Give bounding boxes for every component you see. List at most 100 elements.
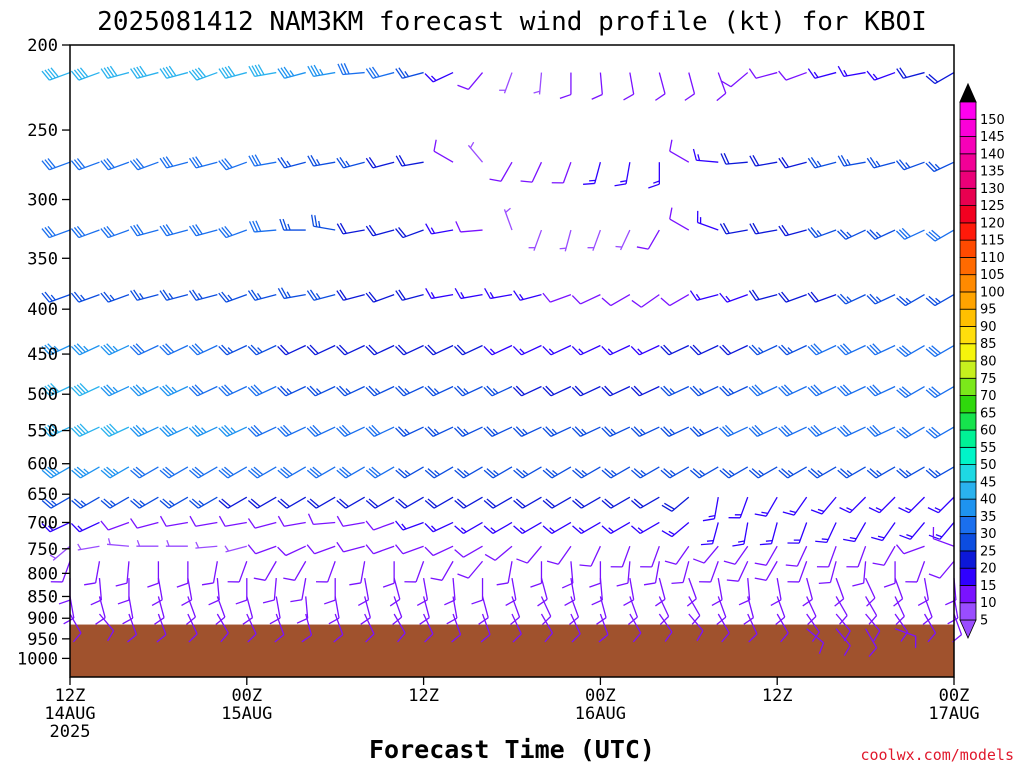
wind-barb (643, 561, 660, 586)
barb-feather (248, 155, 256, 167)
barb-shaft (432, 344, 454, 356)
barb-shaft (874, 294, 896, 305)
barb-shaft (167, 426, 189, 437)
barb-feather (162, 385, 172, 395)
wind-barb (483, 466, 513, 479)
barb-shaft (373, 294, 395, 303)
barb-shaft (305, 596, 309, 619)
barb-feather (247, 544, 257, 555)
wind-barb (242, 596, 254, 625)
barb-feather (139, 65, 147, 77)
barb-feather (247, 427, 257, 437)
wind-barb (130, 289, 159, 301)
barb-feather (896, 469, 906, 479)
wind-barb (95, 596, 106, 625)
barb-shaft (423, 613, 434, 635)
barb-half-feather (905, 162, 911, 168)
barb-shaft (717, 577, 723, 600)
colorbar-swatch (959, 498, 977, 517)
barb-shaft (431, 229, 454, 235)
barb-feather (280, 157, 289, 168)
barb-shaft (717, 72, 727, 94)
barb-feather (839, 293, 850, 304)
wind-barb (810, 496, 837, 515)
barb-shaft (580, 344, 601, 356)
wind-barb (630, 344, 660, 356)
barb-feather (129, 387, 139, 397)
wind-barb (865, 577, 876, 607)
barb-half-feather (47, 525, 54, 531)
x-tick-label: 2025 (50, 722, 91, 742)
barb-half-feather (758, 470, 765, 476)
barb-feather (931, 229, 941, 239)
barb-half-feather (816, 160, 822, 167)
barb-feather (135, 343, 145, 353)
barb-half-feather (765, 539, 773, 542)
wind-barb (130, 224, 159, 237)
barb-shaft (284, 161, 306, 169)
barb-feather (601, 525, 612, 534)
barb-feather (336, 346, 346, 356)
barb-feather (106, 158, 115, 168)
wind-barb (896, 67, 925, 79)
barb-feather (719, 427, 729, 437)
barb-shaft (815, 344, 837, 356)
barb-shaft (756, 426, 778, 437)
barb-feather (783, 424, 793, 435)
barb-feather (47, 158, 56, 168)
barb-feather (898, 159, 908, 170)
wind-barb (614, 162, 631, 187)
barb-feather (689, 469, 700, 479)
barb-feather (106, 343, 116, 353)
barb-shaft (136, 229, 159, 237)
barb-feather (311, 214, 315, 227)
barb-feather (895, 230, 906, 240)
wind-barb (484, 545, 513, 561)
wind-barb (631, 521, 660, 535)
barb-half-feather (706, 539, 714, 542)
barb-feather (783, 384, 793, 394)
wind-barb (837, 466, 866, 479)
barb-half-feather (460, 527, 467, 533)
barb-feather (723, 152, 730, 165)
wind-barb (454, 496, 483, 509)
wind-barb (719, 344, 749, 356)
barb-feather (368, 498, 379, 508)
barb-feather (79, 382, 89, 393)
barb-feather (103, 385, 113, 395)
barb-feather (313, 64, 321, 76)
barb-feather (542, 346, 552, 356)
barb-feather (70, 387, 80, 397)
barb-feather (312, 424, 322, 435)
surface-fill (70, 624, 954, 677)
barb-feather (339, 222, 347, 234)
barb-feather (660, 297, 671, 307)
wind-barb (496, 561, 513, 586)
barb-shaft (798, 522, 808, 544)
barb-feather (842, 343, 852, 353)
barb-half-feather (522, 428, 528, 435)
barb-feather (559, 93, 572, 100)
barb-half-feather (80, 294, 86, 301)
barb-feather (489, 178, 502, 182)
barb-half-feather (345, 388, 351, 394)
barb-feather (151, 599, 163, 607)
barb-shaft (315, 496, 336, 509)
barb-shaft (934, 385, 955, 399)
wind-barb (571, 344, 601, 356)
barb-feather (282, 466, 293, 476)
barb-half-feather (934, 163, 941, 170)
barb-shaft (415, 561, 425, 583)
barb-half-feather (817, 508, 825, 513)
barb-shaft (256, 466, 277, 479)
barb-half-feather (319, 68, 324, 76)
wind-barb (453, 385, 483, 397)
wind-barb (216, 613, 229, 643)
barb-feather (72, 632, 82, 643)
wind-barb (218, 225, 248, 239)
barb-feather (100, 387, 110, 397)
wind-barb (395, 520, 424, 531)
barb-shaft (431, 293, 454, 300)
barb-feather (574, 385, 584, 395)
wind-barb (925, 294, 955, 307)
